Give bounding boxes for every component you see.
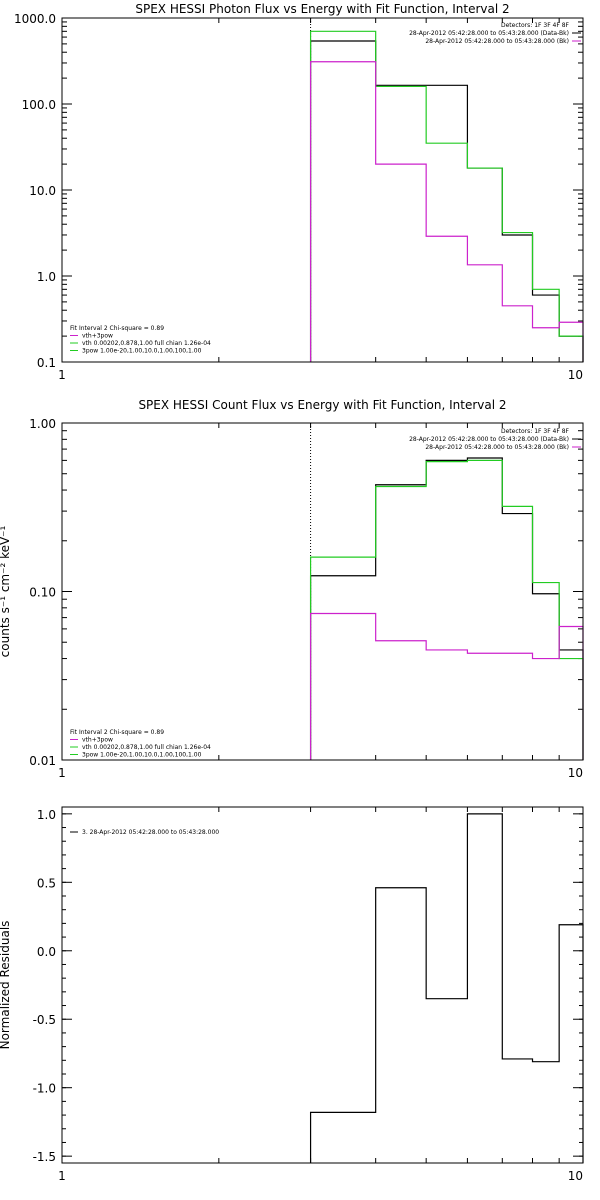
chart-panel-2: SPEX HESSI Count Flux vs Energy with Fit… xyxy=(0,398,584,780)
y-tick-label: 10.0 xyxy=(29,184,56,198)
series-fit-histogram xyxy=(309,459,584,760)
x-tick-label: 1 xyxy=(58,1169,66,1183)
legend-entry: vth+3pow xyxy=(82,737,113,744)
legend-entry: vth 0.00202,0.878,1.00 full chian 1.26e-… xyxy=(82,340,211,347)
legend-entry: Fit Interval 2 Chi-square = 0.89 xyxy=(70,325,164,332)
plot-frame xyxy=(61,17,584,363)
x-tick-label: 10 xyxy=(568,1169,583,1183)
y-tick-label: 1000.0 xyxy=(14,12,56,26)
series-fit-histogram xyxy=(309,30,584,362)
legend-entry: 3pow 1.00e-20,1.00,10.0,1.00,100,1.00 xyxy=(82,752,202,759)
y-tick-label: 0.5 xyxy=(37,876,56,890)
header-line: 28-Apr-2012 05:42:28.000 to 05:43:28.000… xyxy=(409,436,569,443)
header-line: 28-Apr-2012 05:42:28.000 to 05:43:28.000… xyxy=(425,444,569,451)
x-tick-label: 10 xyxy=(568,766,583,780)
header-line: Detectors: 1F 3F 4F 8F xyxy=(501,428,570,435)
legend-entry: vth+3pow xyxy=(82,333,113,340)
x-tick-label: 1 xyxy=(58,368,66,382)
chart-panel-1: SPEX HESSI Photon Flux vs Energy with Fi… xyxy=(14,2,584,382)
header-line: 28-Apr-2012 05:42:28.000 to 05:43:28.000… xyxy=(409,30,569,37)
y-tick-label: -0.5 xyxy=(33,1013,56,1027)
chart-title: SPEX HESSI Photon Flux vs Energy with Fi… xyxy=(135,2,509,16)
plot-frame xyxy=(61,806,584,1164)
series-bk-histogram xyxy=(309,61,584,362)
y-tick-label: 1.0 xyxy=(37,808,56,822)
x-tick-label: 10 xyxy=(568,368,583,382)
series-data-histogram xyxy=(309,813,584,1163)
series-bk-histogram xyxy=(309,612,584,760)
plot-frame xyxy=(61,422,584,761)
y-tick-label: 0.0 xyxy=(37,945,56,959)
y-tick-label: 1.00 xyxy=(29,417,56,431)
y-tick-label: 1.0 xyxy=(37,270,56,284)
legend-entry: vth 0.00202,0.878,1.00 full chian 1.26e-… xyxy=(82,744,211,751)
y-tick-label: 0.10 xyxy=(29,586,56,600)
y-axis-label: counts s⁻¹ cm⁻² keV⁻¹ xyxy=(0,525,12,657)
y-tick-label: -1.0 xyxy=(33,1082,56,1096)
y-tick-label: 100.0 xyxy=(22,98,56,112)
y-tick-label: -1.5 xyxy=(33,1150,56,1164)
legend-entry: 3. 28-Apr-2012 05:42:28.000 to 05:43:28.… xyxy=(82,829,219,836)
x-tick-label: 1 xyxy=(58,766,66,780)
header-line: 28-Apr-2012 05:42:28.000 to 05:43:28.000… xyxy=(425,38,569,45)
header-line: Detectors: 1F 3F 4F 8F xyxy=(501,22,570,29)
chart-title: SPEX HESSI Count Flux vs Energy with Fit… xyxy=(138,398,506,412)
legend-entry: Fit Interval 2 Chi-square = 0.89 xyxy=(70,729,164,736)
chart-panel-3: Normalized Residuals 1 10 -1.5 -1.0 -0.5 0.0 0.… xyxy=(0,806,584,1183)
y-tick-label: 0.01 xyxy=(29,754,56,768)
legend-entry: 3pow 1.00e-20,1.00,10.0,1.00,100,1.00 xyxy=(82,348,202,355)
y-tick-label: 0.1 xyxy=(37,356,56,370)
y-axis-label: Normalized Residuals xyxy=(0,921,12,1050)
